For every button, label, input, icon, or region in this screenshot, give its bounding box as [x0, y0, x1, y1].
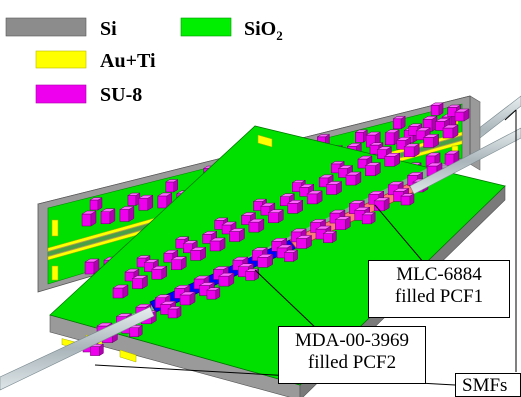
legend: Si SiO2 Au+Ti SU-8 — [5, 17, 283, 106]
su8-pillar — [286, 199, 304, 214]
pcf2-callout: MDA-00-3969 filled PCF2 — [278, 326, 426, 384]
su8-pillar — [283, 249, 299, 262]
smf-fiber-mid — [409, 127, 521, 195]
su8-pillar — [209, 237, 226, 252]
pcf1-callout-line1: MLC-6884 — [396, 264, 482, 285]
su8-pillar — [167, 306, 182, 319]
su8-pillar — [306, 190, 324, 205]
bottom-chip-pad-3 — [119, 349, 137, 363]
su8-pillar — [267, 209, 285, 224]
su8-pillar — [392, 115, 407, 130]
pcf2-callout-line — [254, 269, 319, 331]
su8-pillar — [373, 197, 391, 212]
su8-pillar — [325, 181, 343, 195]
bottom-chip-pad-4 — [257, 134, 273, 148]
su8-pillar — [131, 275, 149, 290]
su8-pillar — [354, 129, 369, 143]
su8-pillar — [150, 265, 168, 280]
su8-pillar — [112, 284, 129, 299]
smf-callout-line-right-tip — [504, 109, 517, 121]
pcf1-callout-line2: filled PCF1 — [394, 286, 484, 307]
su8-pillar — [205, 287, 221, 300]
su8-pillar — [422, 133, 440, 148]
su8-pillar — [126, 192, 141, 206]
su8-pillar — [403, 143, 421, 158]
pcf1-callout: MLC-6884 filled PCF1 — [368, 260, 510, 318]
su8-pillar — [430, 102, 444, 116]
su8-pillar — [322, 230, 338, 244]
su8-pillar — [189, 246, 207, 261]
legend-label-si: Si — [100, 18, 117, 40]
legend-swatch-su8 — [35, 84, 87, 104]
pcf1-callout-line — [374, 204, 431, 271]
su8-pillar — [118, 206, 135, 222]
su8-pillar — [170, 256, 188, 271]
su8-pillar — [128, 324, 144, 338]
su8-pillar — [361, 211, 377, 225]
su8-pillar — [228, 228, 246, 242]
su8-pillar — [89, 197, 103, 211]
su8-pillar — [247, 218, 265, 233]
bottom-chip-su8-pillars-back — [112, 104, 470, 299]
su8-pillar — [164, 179, 179, 193]
smf-callout-label: SMFs — [462, 375, 508, 396]
pcf2-callout-line1: MDA-00-3969 — [295, 330, 409, 351]
su8-pillar — [217, 272, 235, 287]
legend-label-su8: SU-8 — [100, 84, 142, 106]
legend-swatch-sio2 — [180, 17, 232, 37]
su8-pillar — [400, 193, 415, 206]
su8-pillar — [100, 208, 116, 225]
su8-pillar — [345, 171, 362, 186]
su8-pillar — [364, 162, 382, 177]
su8-pillar — [137, 194, 154, 211]
smf-callout: SMFs — [455, 373, 521, 397]
su8-pillar — [81, 210, 97, 227]
top-chip-pad-left-2 — [51, 265, 59, 281]
top-chip-pad-left-1 — [51, 219, 59, 237]
su8-pillar — [334, 216, 352, 231]
su8-pillar — [442, 124, 459, 139]
bottom-chip-su8-pillars-front — [82, 162, 443, 357]
legend-label-sio2: SiO2 — [244, 18, 283, 43]
pcf2-callout-line2: filled PCF2 — [307, 352, 397, 373]
legend-swatch-au-ti — [35, 50, 87, 69]
legend-swatch-si — [5, 17, 87, 37]
su8-pillar — [256, 253, 274, 268]
su8-pillar — [244, 268, 260, 281]
su8-pillar — [454, 108, 470, 122]
su8-pillar — [84, 258, 100, 275]
su8-pillar — [179, 291, 196, 306]
su8-pillar — [295, 235, 313, 249]
legend-label-au-ti: Au+Ti — [100, 50, 156, 72]
su8-pillar — [383, 152, 401, 167]
smf-fiber-left — [0, 306, 155, 391]
